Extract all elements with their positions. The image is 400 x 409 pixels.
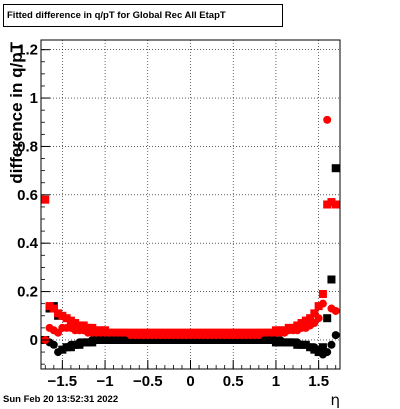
x-tick-label: −1 <box>97 373 114 390</box>
x-axis-label: η <box>330 391 340 409</box>
x-tick-label: 1 <box>272 373 280 390</box>
y-tick-label: 1.2 <box>17 42 38 59</box>
circle-marker <box>49 340 58 349</box>
y-tick-label: 0.8 <box>17 138 38 155</box>
square-marker <box>83 323 92 332</box>
x-tick-label: 1.5 <box>308 373 329 390</box>
plot-title: Fitted difference in q/pT for Global Rec… <box>3 4 283 27</box>
square-marker <box>54 309 63 318</box>
x-tick-label: −1.5 <box>48 373 78 390</box>
square-marker <box>88 323 97 332</box>
square-marker <box>301 316 310 325</box>
y-axis-label: difference in q/pT <box>7 41 26 183</box>
circle-marker <box>314 314 323 323</box>
square-marker <box>306 314 315 323</box>
square-marker <box>66 316 75 325</box>
square-marker <box>323 314 332 323</box>
tick-labels: −1.5 −1 −0.5 0 0.5 1 1.5 0 0.2 0.4 0.6 0.8 1 1.2 <box>17 42 329 390</box>
axis-ticks <box>41 49 337 369</box>
square-marker <box>293 321 302 330</box>
square-marker <box>323 200 332 209</box>
x-tick-label: 0 <box>186 373 194 390</box>
square-marker <box>79 321 88 330</box>
x-tick-label: −0.5 <box>133 373 163 390</box>
square-marker <box>331 200 340 209</box>
y-tick-label: 0.6 <box>17 187 38 204</box>
circle-marker <box>318 299 327 308</box>
square-marker <box>318 290 327 299</box>
square-marker <box>314 302 323 311</box>
y-tick-label: 0.4 <box>17 235 39 252</box>
x-tick-label: 0.5 <box>223 373 244 390</box>
circle-marker <box>323 115 332 124</box>
square-marker <box>49 304 58 313</box>
square-marker <box>297 319 306 328</box>
square-marker <box>75 321 84 330</box>
circle-marker <box>331 331 340 340</box>
y-tick-label: 0 <box>30 332 38 349</box>
square-marker <box>45 302 54 311</box>
square-marker <box>41 195 50 204</box>
y-tick-label: 0.2 <box>17 284 38 301</box>
square-marker <box>71 319 80 328</box>
circle-marker <box>327 340 336 349</box>
data-markers <box>41 115 340 359</box>
square-marker <box>318 343 327 352</box>
circle-marker <box>323 348 332 357</box>
square-marker <box>62 314 71 323</box>
grid-lines <box>41 40 340 369</box>
square-marker <box>327 275 336 284</box>
square-marker <box>58 311 67 320</box>
circle-marker <box>331 306 340 315</box>
square-marker <box>331 164 340 173</box>
y-tick-label: 1 <box>30 90 38 107</box>
square-marker <box>327 198 336 207</box>
timestamp: Sun Feb 20 13:52:31 2022 <box>3 394 119 405</box>
square-marker <box>310 309 319 318</box>
